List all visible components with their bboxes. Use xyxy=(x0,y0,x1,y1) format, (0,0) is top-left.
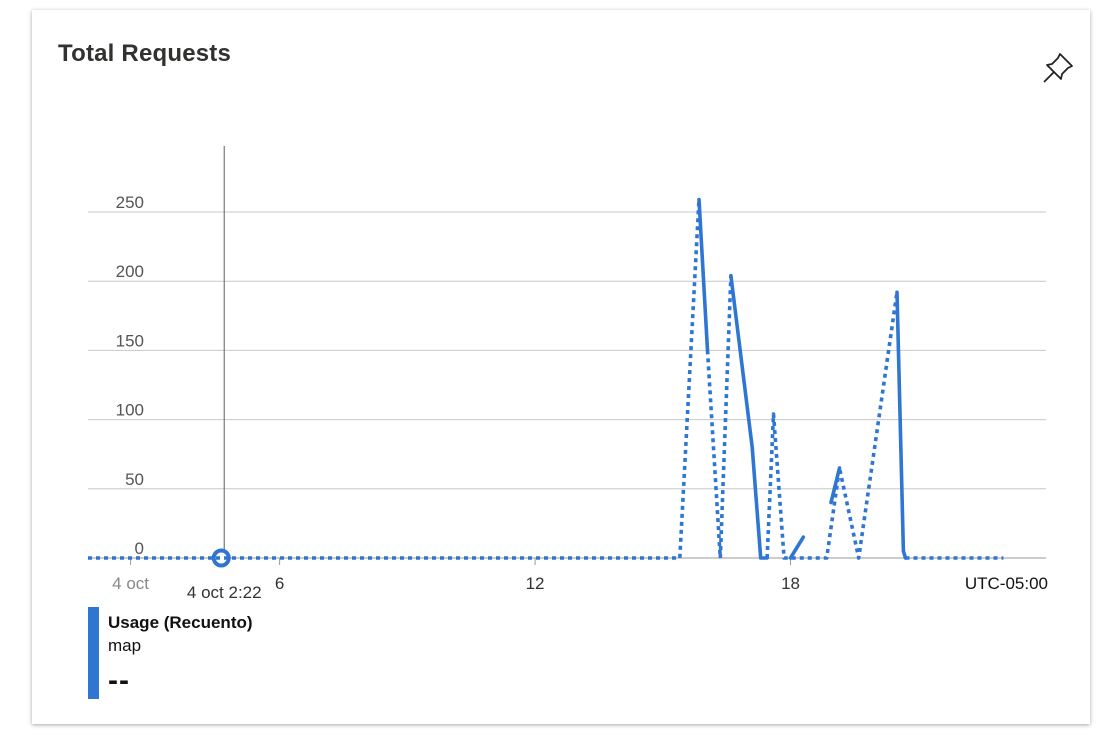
y-tick-label-200: 200 xyxy=(116,262,144,281)
cursor-label: 4 oct 2:22 xyxy=(187,583,262,602)
series-solid-segment-4 xyxy=(895,290,908,560)
x-tick-label-2: 12 xyxy=(526,574,545,593)
y-tick-label-50: 50 xyxy=(125,470,144,489)
y-tick-label-150: 150 xyxy=(116,331,144,350)
legend-color-bar xyxy=(88,607,99,699)
legend-series-value: -- xyxy=(108,664,130,697)
y-tick-label-100: 100 xyxy=(116,401,144,420)
chart-card xyxy=(32,10,1090,724)
series-solid-segment-1 xyxy=(729,273,769,560)
timezone-label: UTC-05:00 xyxy=(965,574,1048,593)
series-solid-segment-3 xyxy=(829,466,842,505)
legend-series-sub: map xyxy=(108,636,142,655)
series-dashed-segment-2 xyxy=(765,292,899,560)
series-solid-segment-2 xyxy=(788,535,806,560)
pin-icon[interactable] xyxy=(1038,48,1078,88)
cursor-marker xyxy=(211,548,231,568)
x-tick-label-1: 6 xyxy=(275,574,284,593)
series-dashed-segment-1 xyxy=(705,275,733,560)
chart-title: Total Requests xyxy=(58,40,232,67)
y-tick-label-0: 0 xyxy=(135,539,144,558)
legend-series-name[interactable]: Usage (Recuento) xyxy=(108,613,253,632)
series-dashed-segment-0 xyxy=(88,199,701,560)
x-tick-label-3: 18 xyxy=(781,574,800,593)
x-tick-label-0: 4 oct xyxy=(112,574,149,593)
series-solid-segment-0 xyxy=(697,197,710,353)
y-tick-label-250: 250 xyxy=(116,193,144,212)
